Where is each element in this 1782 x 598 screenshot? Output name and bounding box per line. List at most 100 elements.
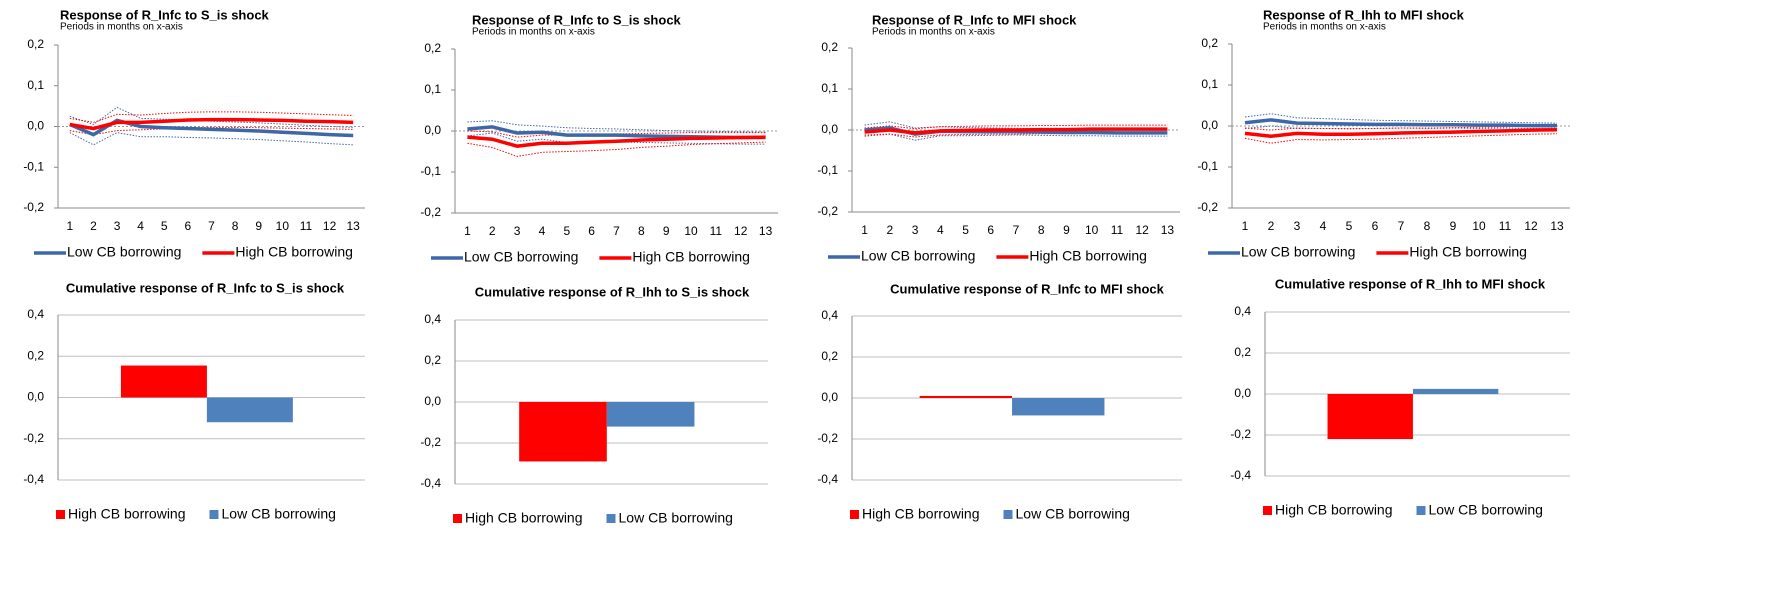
x-tick-label: 3 (514, 224, 521, 238)
y-tick-label: 0,1 (1201, 77, 1218, 91)
series-line (69, 117, 354, 131)
band-lower (69, 132, 354, 146)
chart-subtitle: Periods in months on x-axis (1263, 22, 1386, 33)
band-lower (467, 141, 766, 157)
x-tick-label: 2 (1268, 219, 1275, 233)
chart-title: Cumulative response of R_Ihh to S_is sho… (475, 284, 750, 299)
band-lower (1244, 133, 1558, 144)
band-lower (864, 133, 1168, 141)
legend-swatch (606, 514, 616, 523)
x-tick-label: 5 (161, 219, 168, 233)
legend-label: High CB borrowing (1275, 502, 1393, 518)
y-tick-label: 0,4 (1234, 304, 1251, 318)
y-tick-label: -0,2 (1230, 427, 1251, 441)
x-tick-label: 1 (861, 223, 868, 237)
x-tick-label: 1 (1242, 219, 1249, 233)
legend-label: High CB borrowing (235, 244, 353, 260)
series-line (1244, 118, 1557, 128)
bar (1327, 394, 1413, 440)
series-line (864, 127, 1168, 135)
x-tick-label: 13 (1550, 219, 1564, 233)
band-upper (467, 130, 766, 138)
x-tick-label: 10 (1085, 223, 1099, 237)
bar (1012, 398, 1105, 416)
legend-label: High CB borrowing (862, 506, 980, 522)
chart-title: Response of R_Infc to MFI shock (872, 12, 1077, 27)
y-tick-label: 0,2 (424, 41, 441, 55)
y-tick-label: 0,0 (821, 122, 838, 136)
legend-swatch (1416, 506, 1426, 515)
legend-label: High CB borrowing (1029, 248, 1147, 264)
bar (919, 395, 1013, 398)
x-tick-label: 8 (1424, 219, 1431, 233)
x-tick-label: 9 (255, 219, 262, 233)
y-tick-label: 0,1 (424, 82, 441, 96)
x-tick-label: 9 (1450, 219, 1457, 233)
y-tick-label: -0,2 (23, 431, 44, 445)
y-tick-label: 0,0 (1234, 386, 1251, 400)
bar (519, 402, 607, 462)
x-tick-label: 7 (1013, 223, 1020, 237)
legend-label: High CB borrowing (632, 249, 750, 265)
x-tick-label: 7 (208, 219, 215, 233)
legend-label: High CB borrowing (1409, 244, 1527, 260)
x-tick-label: 8 (232, 219, 239, 233)
y-tick-label: 0,2 (1201, 36, 1218, 50)
chart: Cumulative response of R_Infc to MFI sho… (817, 281, 1182, 522)
x-tick-label: 5 (962, 223, 969, 237)
y-tick-label: -0,2 (817, 204, 838, 218)
y-tick-label: 0,0 (1201, 118, 1218, 132)
x-tick-label: 11 (1111, 223, 1124, 237)
y-tick-label: 0,0 (424, 123, 441, 137)
x-tick-label: 9 (1063, 223, 1070, 237)
band-upper (1244, 125, 1558, 131)
x-tick-label: 11 (1499, 219, 1512, 233)
chart: Response of R_Infc to S_is shockPeriods … (23, 7, 365, 260)
legend-label: Low CB borrowing (619, 510, 733, 526)
legend-label: High CB borrowing (68, 506, 186, 522)
y-tick-label: 0,4 (424, 312, 441, 326)
y-tick-label: 0,2 (821, 40, 838, 54)
x-tick-label: 12 (734, 224, 748, 238)
y-tick-label: 0,1 (821, 81, 838, 95)
chart-title: Response of R_Infc to S_is shock (60, 7, 270, 22)
legend-label: High CB borrowing (465, 510, 583, 526)
x-tick-label: 1 (464, 224, 471, 238)
x-tick-label: 4 (937, 223, 944, 237)
x-tick-label: 2 (489, 224, 496, 238)
x-tick-label: 1 (66, 219, 73, 233)
bar (606, 402, 695, 427)
y-tick-label: -0,2 (420, 205, 441, 219)
chart-title: Cumulative response of R_Infc to MFI sho… (890, 281, 1165, 296)
x-tick-label: 12 (1135, 223, 1149, 237)
x-tick-label: 10 (684, 224, 698, 238)
y-tick-label: 0,0 (424, 394, 441, 408)
chart-subtitle: Periods in months on x-axis (872, 27, 995, 38)
x-tick-label: 7 (613, 224, 620, 238)
band-upper (69, 111, 354, 123)
bar (206, 397, 293, 423)
chart-subtitle: Periods in months on x-axis (472, 27, 595, 38)
y-tick-label: -0,4 (817, 472, 838, 486)
legend-label: Low CB borrowing (861, 248, 975, 264)
chart-title: Response of R_Infc to S_is shock (472, 12, 682, 27)
chart-title: Cumulative response of R_Infc to S_is sh… (66, 280, 345, 295)
y-tick-label: -0,4 (420, 476, 441, 490)
y-tick-label: -0,1 (23, 159, 44, 173)
x-tick-label: 5 (563, 224, 570, 238)
series-line (69, 118, 354, 138)
series-line (1244, 127, 1558, 139)
x-tick-label: 12 (1524, 219, 1538, 233)
y-tick-label: -0,2 (817, 431, 838, 445)
y-tick-label: 0,4 (821, 308, 838, 322)
y-tick-label: 0,4 (27, 307, 44, 321)
legend-swatch (56, 510, 65, 519)
y-tick-label: -0,4 (1230, 468, 1251, 482)
x-tick-label: 10 (276, 219, 290, 233)
x-tick-label: 12 (323, 219, 337, 233)
legend-label: Low CB borrowing (1016, 506, 1130, 522)
bar (120, 365, 207, 398)
chart: Cumulative response of R_Ihh to MFI shoc… (1230, 276, 1570, 518)
